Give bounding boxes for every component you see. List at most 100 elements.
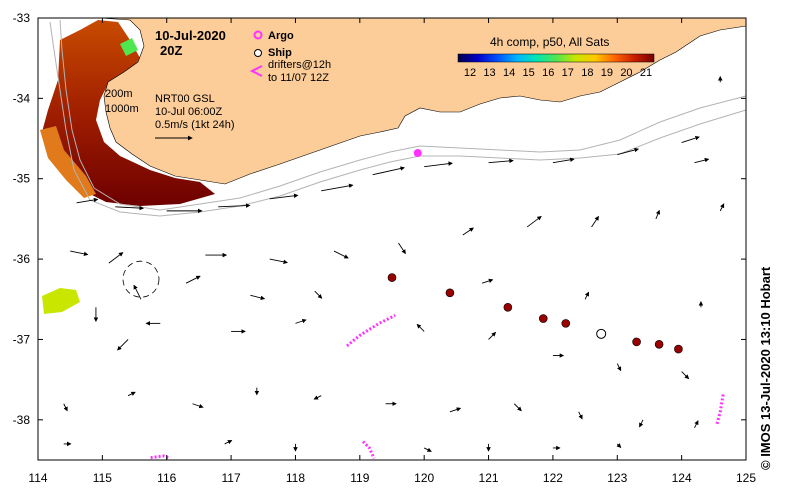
argo-legend-label: Argo <box>268 30 294 42</box>
current-vector <box>488 158 514 164</box>
current-vector <box>372 166 405 176</box>
colorbar-ticks: 12 13 14 15 16 17 18 19 20 21 <box>464 67 652 79</box>
mooring-dot <box>503 303 513 312</box>
current-vector <box>617 147 639 156</box>
current-vector <box>313 395 322 400</box>
current-vector <box>423 447 432 452</box>
current-vector <box>127 391 136 397</box>
current-vector <box>591 215 599 228</box>
current-vector <box>719 203 725 212</box>
mooring-dot <box>538 314 548 323</box>
colorbar-tick-label: 15 <box>523 67 535 79</box>
mooring-dot <box>561 319 571 328</box>
current-vector <box>295 318 307 324</box>
drifter-legend-icon <box>249 65 263 77</box>
product-time: 10-Jul 06:00Z <box>155 106 223 118</box>
y-axis-ticks: -33 -34 -35 -36 -37 -38 <box>13 11 746 427</box>
colorbar-tick-label: 14 <box>503 67 515 79</box>
ship-legend-label: Ship <box>268 47 292 59</box>
isobath-1000-label: 1000m <box>105 103 139 115</box>
isobath-lines <box>49 19 747 217</box>
current-vector <box>694 157 710 164</box>
current-vector <box>584 291 589 300</box>
current-vector <box>108 252 124 264</box>
current-vector <box>416 323 425 332</box>
current-vector <box>321 183 354 192</box>
y-tick-label: -37 <box>13 332 31 346</box>
isobath-200-label: 200m <box>105 88 133 100</box>
x-tick-label: 119 <box>350 471 369 485</box>
sst-green-top <box>120 38 138 56</box>
current-vector <box>578 411 583 420</box>
colorbar-title: 4h comp, p50, All Sats <box>490 35 609 49</box>
current-vector <box>185 275 201 284</box>
drifter-legend-label: drifters@12h <box>268 59 331 71</box>
mooring-dot <box>387 273 397 282</box>
eddy-ring <box>122 260 160 298</box>
drifter-tracks <box>150 314 725 460</box>
current-vector <box>218 203 251 208</box>
drifter-track <box>150 454 171 460</box>
current-vector <box>63 403 68 412</box>
colorbar-tick-label: 12 <box>464 67 476 79</box>
x-tick-label: 125 <box>736 471 756 485</box>
x-tick-label: 117 <box>222 471 241 485</box>
current-vector <box>616 443 622 448</box>
colorbar-tick-label: 17 <box>562 67 574 79</box>
sst-warm-streak <box>40 126 96 198</box>
ship-legend-icon <box>254 49 262 57</box>
current-vector <box>117 339 129 351</box>
current-vector <box>115 205 144 211</box>
sst-green-patch <box>42 288 80 314</box>
current-vector <box>681 371 690 380</box>
current-vector <box>513 403 522 412</box>
current-vector <box>488 331 497 340</box>
y-tick-label: -33 <box>13 11 31 25</box>
product-label: NRT00 GSL <box>155 93 215 105</box>
drifter-legend-to: to 11/07 12Z <box>268 72 329 84</box>
colorbar-tick-label: 16 <box>542 67 554 79</box>
current-vector <box>616 363 622 372</box>
map-hour: 20Z <box>160 43 182 58</box>
credit-label: © IMOS 13-Jul-2020 13:10 Hobart <box>758 266 773 470</box>
drifter-track <box>361 440 376 459</box>
current-vectors <box>63 75 725 452</box>
current-vector <box>133 284 142 300</box>
x-axis-ticks: 114 115 116 117 118 119 120 121 122 123 124 125 <box>28 18 756 485</box>
argo-floats <box>413 149 422 158</box>
x-tick-label: 114 <box>28 471 47 485</box>
mooring-dot <box>632 337 641 347</box>
drifter-track <box>346 314 396 348</box>
current-vector <box>333 250 349 259</box>
x-tick-label: 124 <box>672 471 692 485</box>
current-vector <box>694 420 699 429</box>
map-border <box>37 17 747 461</box>
y-tick-label: -36 <box>13 252 31 266</box>
current-vector <box>70 250 89 257</box>
ship-marker <box>596 328 607 339</box>
current-vector <box>462 227 474 236</box>
current-vector <box>681 135 700 143</box>
current-vector <box>449 407 462 413</box>
colorbar-tick-label: 21 <box>640 67 652 79</box>
current-vector <box>192 403 204 409</box>
mooring-dot <box>445 288 455 298</box>
y-tick-label: -38 <box>13 413 31 427</box>
x-tick-label: 122 <box>543 471 563 485</box>
x-tick-label: 120 <box>414 471 434 485</box>
map-date: 10-Jul-2020 <box>155 28 226 43</box>
current-vector <box>76 197 99 204</box>
colorbar-tick-label: 13 <box>483 67 495 79</box>
current-vector <box>314 290 323 299</box>
x-tick-label: 123 <box>607 471 627 485</box>
current-vector <box>269 193 299 200</box>
mooring-dot <box>654 339 664 349</box>
y-tick-label: -34 <box>13 91 31 105</box>
current-vector <box>639 419 644 428</box>
current-vector <box>269 258 288 265</box>
sst-warm-patch <box>42 20 215 206</box>
mooring-dot <box>674 344 683 354</box>
current-vector <box>526 215 542 228</box>
current-vector <box>250 294 266 301</box>
